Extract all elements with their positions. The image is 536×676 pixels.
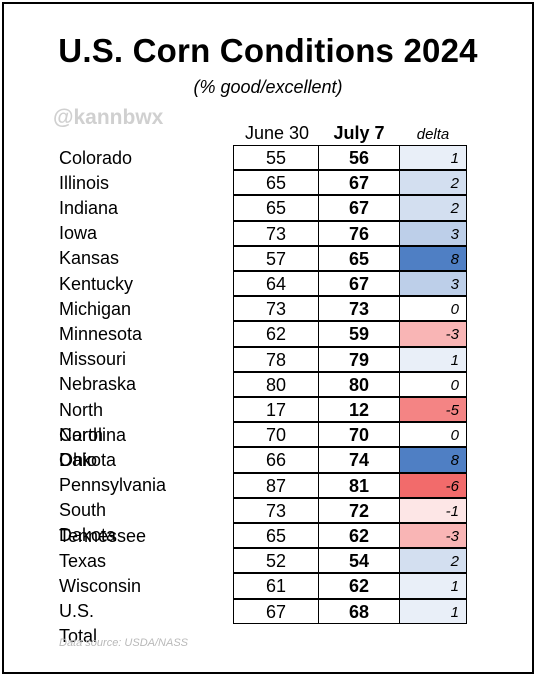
cell-july7: 70 xyxy=(318,422,400,448)
cell-july7: 54 xyxy=(318,548,400,574)
cell-june30: 73 xyxy=(233,497,319,523)
cell-june30: 61 xyxy=(233,573,319,599)
cell-delta: -6 xyxy=(399,472,467,498)
row-label: Indiana xyxy=(59,197,119,218)
cell-july7: 80 xyxy=(318,371,400,397)
cell-june30: 64 xyxy=(233,271,319,297)
cell-delta: 0 xyxy=(399,422,467,448)
row-label: Ohio xyxy=(59,449,98,470)
cell-delta: 8 xyxy=(399,245,467,271)
row-label: South Dakota xyxy=(59,500,117,546)
cell-june30: 73 xyxy=(233,220,319,246)
column-header-june30: June 30 xyxy=(244,123,310,143)
cell-delta: -5 xyxy=(399,397,467,423)
row-label: Wisconsin xyxy=(59,575,142,596)
cell-june30: 67 xyxy=(233,598,319,624)
cell-delta: 1 xyxy=(399,573,467,599)
row-label: Missouri xyxy=(59,349,127,370)
row-label: Tennessee xyxy=(59,525,147,546)
cell-june30: 66 xyxy=(233,447,319,473)
cell-june30: 62 xyxy=(233,321,319,347)
cell-july7: 59 xyxy=(318,321,400,347)
row-label: Kentucky xyxy=(59,273,134,294)
column-header-delta: delta xyxy=(416,126,450,143)
cell-july7: 72 xyxy=(318,497,400,523)
cell-july7: 74 xyxy=(318,447,400,473)
watermark-handle: @kannbwx xyxy=(53,106,164,129)
row-label: Colorado xyxy=(59,147,133,168)
cell-june30: 17 xyxy=(233,397,319,423)
cell-july7: 76 xyxy=(318,220,400,246)
cell-delta: 1 xyxy=(399,598,467,624)
row-label: North Carolina xyxy=(59,399,127,445)
row-label: Michigan xyxy=(59,298,132,319)
cell-july7: 62 xyxy=(318,573,400,599)
cell-june30: 78 xyxy=(233,346,319,372)
cell-delta: 8 xyxy=(399,447,467,473)
cell-delta: 0 xyxy=(399,371,467,397)
row-label: Kansas xyxy=(59,248,120,269)
cell-july7: 12 xyxy=(318,397,400,423)
cell-delta: -3 xyxy=(399,523,467,549)
cell-delta: 0 xyxy=(399,296,467,322)
cell-delta: 3 xyxy=(399,271,467,297)
cell-july7: 79 xyxy=(318,346,400,372)
row-label: Pennsylvania xyxy=(59,475,167,496)
cell-delta: -1 xyxy=(399,497,467,523)
cell-delta: 1 xyxy=(399,346,467,372)
cell-july7: 56 xyxy=(318,145,400,171)
cell-delta: 2 xyxy=(399,548,467,574)
row-label: Nebraska xyxy=(59,374,137,395)
cell-june30: 55 xyxy=(233,145,319,171)
cell-june30: 70 xyxy=(233,422,319,448)
row-label: Minnesota xyxy=(59,323,143,344)
row-label: North Dakota xyxy=(59,424,117,470)
cell-delta: 3 xyxy=(399,220,467,246)
row-label: U.S. Total xyxy=(59,601,98,647)
row-label: Illinois xyxy=(59,172,110,193)
column-header-july7: July 7 xyxy=(333,123,385,143)
chart-subtitle: (% good/excellent) xyxy=(193,77,343,97)
cell-july7: 65 xyxy=(318,245,400,271)
cell-june30: 87 xyxy=(233,472,319,498)
cell-delta: 2 xyxy=(399,195,467,221)
cell-july7: 62 xyxy=(318,523,400,549)
cell-delta: 1 xyxy=(399,145,467,171)
chart-title: U.S. Corn Conditions 2024 xyxy=(58,32,478,69)
cell-july7: 81 xyxy=(318,472,400,498)
row-label: Iowa xyxy=(59,223,98,244)
cell-delta: -3 xyxy=(399,321,467,347)
cell-july7: 68 xyxy=(318,598,400,624)
cell-july7: 73 xyxy=(318,296,400,322)
cell-july7: 67 xyxy=(318,195,400,221)
row-label: Texas xyxy=(59,550,107,571)
cell-june30: 73 xyxy=(233,296,319,322)
data-source-note: Data source: USDA/NASS xyxy=(59,637,188,649)
cell-july7: 67 xyxy=(318,271,400,297)
cell-june30: 65 xyxy=(233,195,319,221)
cell-june30: 52 xyxy=(233,548,319,574)
cell-june30: 65 xyxy=(233,170,319,196)
cell-june30: 80 xyxy=(233,371,319,397)
cell-delta: 2 xyxy=(399,170,467,196)
cell-july7: 67 xyxy=(318,170,400,196)
cell-june30: 65 xyxy=(233,523,319,549)
cell-june30: 57 xyxy=(233,245,319,271)
